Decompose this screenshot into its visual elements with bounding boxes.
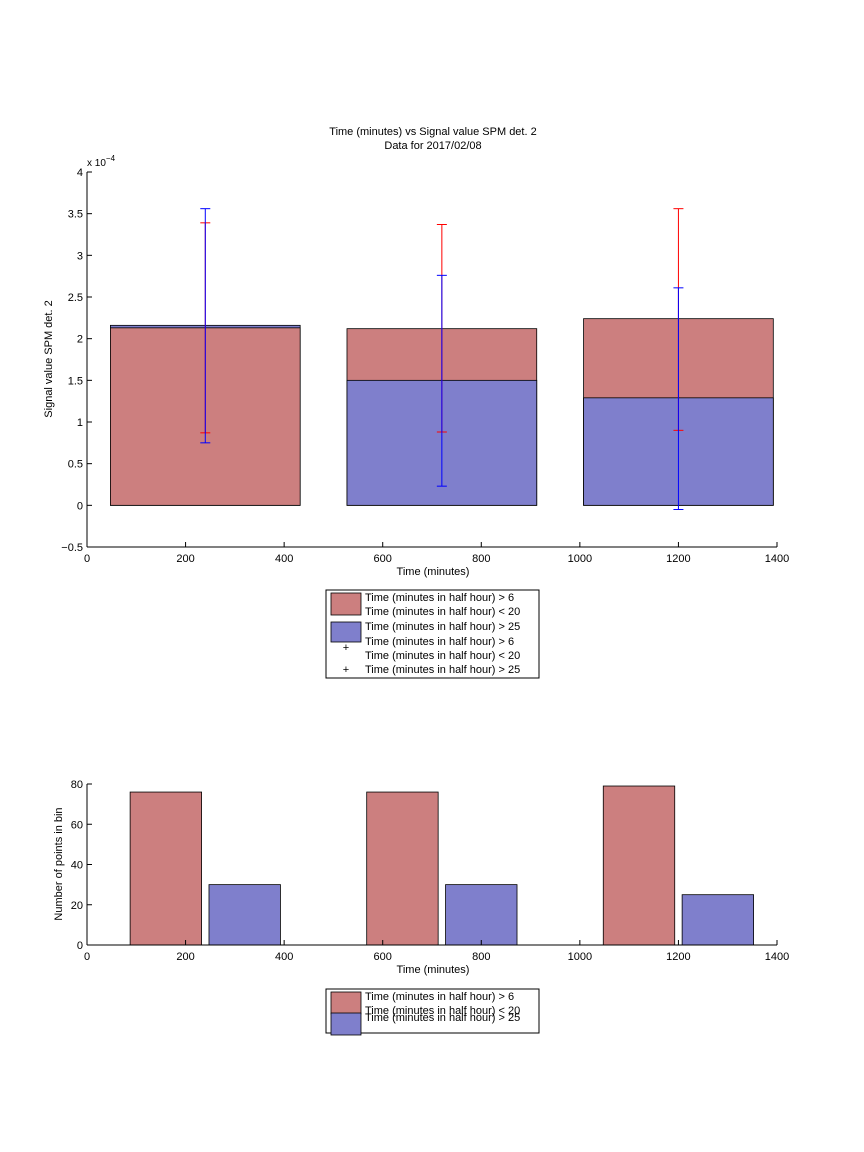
chart1-y-tick-label: 3.5 [68,209,83,221]
chart1-x-tick-label: 400 [275,553,293,565]
chart1-exponent-base: x 10 [87,158,106,169]
chart1-y-tick-label: 0.5 [68,459,83,471]
count-bar-series1-2 [602,785,676,946]
chart2-legend: Time (minutes in half hour) > 6 Time (min… [325,988,540,1036]
chart1-subtitle: Data for 2017/02/08 [384,140,481,152]
chart1-y-tick-label: 2.5 [68,292,83,304]
chart2-x-tick-label: 1400 [765,951,789,963]
chart2-y-tick-label: 80 [71,779,83,791]
count-bar-series1-1 [366,791,439,946]
chart1-x-tick-label: 1400 [765,553,789,565]
chart1-y-tick-label: 1.5 [68,375,83,387]
legend2-patch-series1 [330,991,362,1015]
legend-label: Time (minutes in half hour) > 6 [365,592,514,604]
legend-label: Time (minutes in half hour) < 20 [365,650,520,662]
chart1-exponent: x 10−4 [87,154,116,169]
chart2-ylabel: Number of points in bin [53,807,65,920]
chart1-y-tick-label: 0 [77,500,83,512]
chart2-y-tick-label: 40 [71,860,83,872]
chart2-x-tick-label: 400 [275,951,293,963]
chart2-y-tick-label: 0 [77,940,83,952]
chart2-x-tick-label: 0 [84,951,90,963]
chart2-x-tick-label: 1200 [666,951,690,963]
chart1-x-tick-label: 600 [374,553,392,565]
chart2-y-tick-label: 20 [71,900,83,912]
legend2-label: Time (minutes in half hour) < 20 [365,1005,520,1017]
chart1-legend-box [325,589,540,679]
chart1-plot-area: 0 200 400 600 800 1000 1200 1400−0.500.511.522.… [61,167,789,565]
legend-marker-series1: + [343,642,349,654]
chart1-ylabel: Signal value SPM det. 2 [43,300,55,417]
count-bar-series1-0 [129,791,202,946]
chart1-x-tick-label: 1000 [568,553,592,565]
legend2-patch-series2 [330,1012,362,1036]
chart1-exponent-power: −4 [106,154,116,163]
chart1-y-tick-label: −0.5 [61,542,83,554]
legend2-label: Time (minutes in half hour) > 25 [365,1012,520,1024]
legend2-label: Time (minutes in half hour) > 6 [365,991,514,1003]
chart2-x-tick-label: 600 [374,951,392,963]
chart1-x-tick-label: 800 [472,553,490,565]
chart1-y-tick-label: 2 [77,334,83,346]
chart1-x-tick-label: 200 [176,553,194,565]
legend-patch-series1 [330,592,362,616]
legend-patch-series2 [330,621,362,643]
count-bar-series2-0 [208,884,281,946]
chart1-y-tick-label: 3 [77,250,83,262]
legend-label: Time (minutes in half hour) > 25 [365,664,520,676]
chart2-x-tick-label: 200 [176,951,194,963]
chart1-legend: Time (minutes in half hour) > 6 Time (min… [325,589,540,679]
chart2-y-tick-label: 60 [71,819,83,831]
chart2-plot-area: 0 200 400 600 800 1000 1200 1400 0 20 40 60 80 [71,779,789,963]
chart1-y-tick-label: 1 [77,417,83,429]
chart1-x-tick-label: 0 [84,553,90,565]
count-bar-series2-1 [445,884,518,946]
chart2-legend-box [325,988,540,1034]
chart1-x-tick-label: 1200 [666,553,690,565]
legend-label: Time (minutes in half hour) < 20 [365,606,520,618]
chart2-x-tick-label: 800 [472,951,490,963]
chart2-xlabel: Time (minutes) [397,964,470,976]
legend-marker-series2: + [343,664,349,676]
count-bar-series2-2 [681,894,754,946]
legend-label: Time (minutes in half hour) > 6 [365,636,514,648]
chart1-xlabel: Time (minutes) [397,566,470,578]
chart1-title: Time (minutes) vs Signal value SPM det. … [329,126,536,138]
legend-label: Time (minutes in half hour) > 25 [365,621,520,633]
chart1-y-tick-label: 4 [77,167,83,179]
chart2-x-tick-label: 1000 [568,951,592,963]
